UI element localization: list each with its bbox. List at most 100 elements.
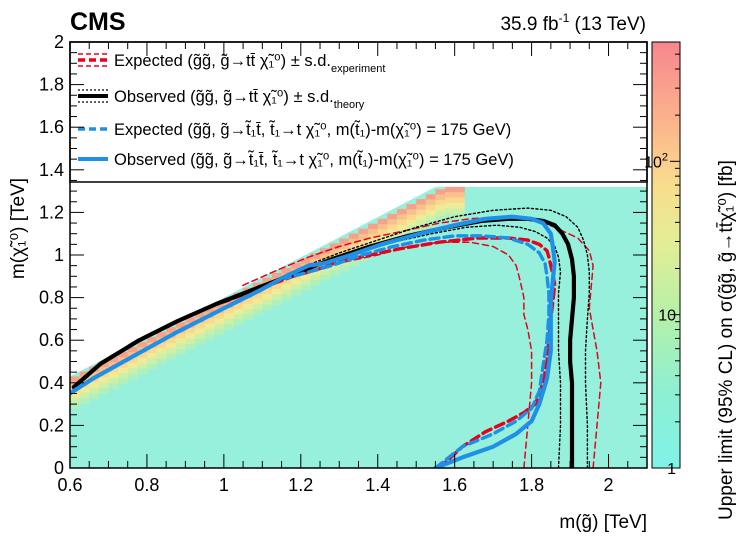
heatmap-cell: [377, 229, 388, 236]
heatmap-cell: [425, 210, 436, 216]
heatmap-cell: [146, 352, 158, 359]
heatmap-cell: [79, 392, 90, 399]
heatmap-cell: [396, 214, 408, 221]
heatmap-cell: [445, 192, 456, 198]
heatmap-cell: [108, 378, 119, 384]
heatmap-cell: [223, 318, 234, 325]
heatmap-cell: [195, 312, 206, 319]
heatmap-cell: [79, 371, 90, 378]
heatmap-cell: [137, 357, 148, 364]
heatmap-cell: [454, 208, 465, 214]
heatmap-cell: [89, 371, 100, 378]
y-tick-label: 0.6: [39, 330, 64, 350]
heatmap-cell: [387, 224, 398, 231]
heatmap-cell: [262, 293, 273, 300]
heatmap-cell: [310, 269, 321, 276]
heatmap-cell: [243, 303, 254, 310]
heatmap-cell: [233, 319, 244, 326]
heatmap-cell: [243, 309, 254, 315]
heatmap-cell: [406, 219, 417, 226]
heatmap-cell: [435, 215, 446, 222]
legend-entry-expected-gtt: Expected (g̃g̃, g̃→tt̄ χ̃₁⁰) ± s.d.exper…: [78, 52, 385, 75]
y-tick-label: 0.8: [39, 288, 64, 308]
heatmap-cell: [175, 322, 186, 329]
heatmap-cell: [271, 283, 283, 290]
legend: Expected (g̃g̃, g̃→tt̄ χ̃₁⁰) ± s.d.exper…: [69, 41, 648, 183]
heatmap-cell: [195, 328, 206, 335]
heatmap-cell: [406, 214, 417, 221]
heatmap-cell: [243, 298, 254, 305]
heatmap-cell: [320, 269, 331, 276]
x-axis-title: m(g̃) [TeV]: [559, 512, 647, 533]
heatmap-cell: [166, 343, 177, 349]
heatmap-cell: [185, 333, 196, 340]
heatmap-cell: [89, 382, 100, 389]
y-tick-label: 0.4: [39, 373, 64, 393]
heatmap-cell: [127, 373, 138, 380]
heatmap-cell: [406, 209, 417, 216]
heatmap-cell: [98, 372, 109, 379]
x-tick-label: 1.2: [288, 475, 313, 495]
heatmap-cell: [214, 313, 225, 320]
heatmap-cell: [204, 334, 215, 340]
legend-entry-observed-t1tt: Observed (g̃g̃, g̃→t̃₁t̄, t̃₁→t χ̃₁⁰, m(…: [78, 150, 514, 169]
heatmap-cell: [454, 186, 465, 193]
heatmap-cell: [98, 361, 109, 368]
x-axis: 0.6 0.8 1 1.2 1.4 1.6 1.8 2: [57, 42, 648, 495]
heatmap-cell: [156, 353, 167, 360]
heatmap-cell: [233, 313, 244, 320]
heatmap-cell: [368, 239, 379, 246]
heatmap-cell: [79, 387, 90, 394]
heatmap-cell: [271, 288, 283, 295]
heatmap-cell: [310, 274, 321, 281]
heatmap-cell: [137, 368, 148, 375]
heatmap-cell: [329, 243, 340, 250]
heatmap-cell: [137, 352, 148, 359]
heatmap-cell: [454, 202, 465, 209]
heatmap-cell: [185, 338, 196, 345]
heatmap-cell: [396, 219, 408, 226]
heatmap-cell: [243, 314, 254, 321]
heatmap-cell: [204, 323, 215, 330]
heatmap-cell: [329, 248, 340, 255]
heatmap-cell: [262, 299, 273, 306]
heatmap-cell: [127, 368, 138, 374]
contour-expected-1-s-d-experiment: [253, 241, 533, 468]
heatmap-cell: [416, 209, 427, 216]
heatmap-cell: [223, 313, 234, 320]
x-tick-label: 1.6: [442, 475, 467, 495]
heatmap-cell: [108, 383, 119, 390]
heatmap-cell: [156, 332, 167, 338]
heatmap-cell: [320, 274, 331, 281]
heatmap-cell: [377, 218, 388, 225]
x-tick-label: 1: [219, 475, 229, 495]
heatmap-cell: [281, 278, 292, 285]
legend-entry-expected-t1tt: Expected (g̃g̃, g̃→t̃₁t̄, t̃₁→t χ̃₁⁰, m(…: [78, 120, 511, 139]
heatmap-cell: [156, 342, 167, 349]
heatmap-cell: [233, 303, 244, 310]
heatmap-cell: [118, 362, 129, 369]
legend-label: Expected (g̃g̃, g̃→tt̄ χ̃₁⁰) ± s.d.exper…: [114, 52, 385, 75]
heatmap-cell: [416, 215, 427, 221]
heatmap-cell: [310, 279, 321, 286]
heatmap-cell: [416, 199, 427, 205]
heatmap-cell: [146, 358, 158, 365]
heatmap-cell: [118, 367, 129, 374]
heatmap-cell: [262, 277, 273, 284]
heatmap-cell: [435, 205, 446, 212]
heatmap-cell: [89, 393, 100, 400]
heatmap-cell: [396, 230, 408, 237]
heatmap-cell: [262, 304, 273, 311]
heatmap-cell: [454, 192, 465, 198]
heatmap-cell: [445, 202, 456, 209]
heatmap-cell: [291, 279, 302, 285]
heatmap-cell: [166, 348, 177, 355]
heatmap-cell: [166, 337, 177, 344]
heatmap-cell: [127, 357, 138, 364]
heatmap-cell: [425, 204, 436, 211]
heatmap-cell: [252, 304, 263, 310]
luminosity-label: 35.9 fb-1 (13 TeV): [500, 11, 646, 35]
heatmap-cell: [339, 249, 350, 255]
heatmap-cell: [127, 362, 138, 369]
heatmap-cell: [233, 308, 244, 315]
